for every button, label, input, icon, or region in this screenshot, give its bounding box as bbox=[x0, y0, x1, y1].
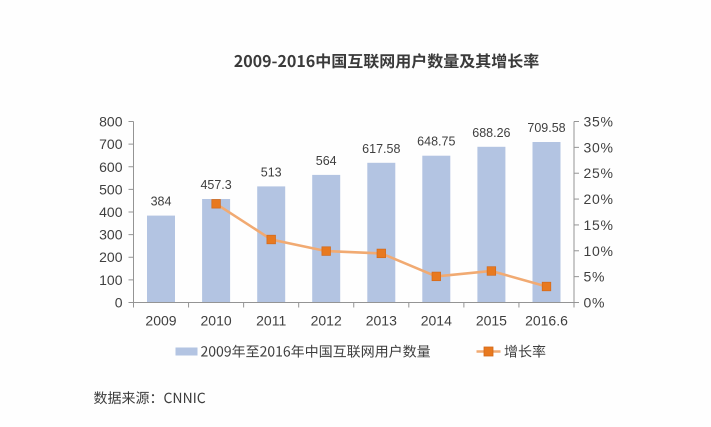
svg-text:400: 400 bbox=[99, 204, 123, 220]
svg-text:2014: 2014 bbox=[421, 313, 452, 329]
svg-text:0: 0 bbox=[115, 295, 123, 311]
svg-text:2013: 2013 bbox=[366, 313, 397, 329]
svg-text:600: 600 bbox=[99, 159, 123, 175]
svg-text:5%: 5% bbox=[584, 269, 606, 285]
svg-text:513: 513 bbox=[261, 165, 282, 179]
svg-text:200: 200 bbox=[99, 249, 123, 265]
svg-text:2012: 2012 bbox=[311, 313, 342, 329]
svg-text:100: 100 bbox=[99, 272, 123, 288]
svg-text:800: 800 bbox=[99, 114, 123, 130]
svg-text:2016.6: 2016.6 bbox=[525, 313, 568, 329]
svg-text:384: 384 bbox=[151, 195, 172, 209]
svg-text:500: 500 bbox=[99, 181, 123, 197]
svg-text:700: 700 bbox=[99, 136, 123, 152]
svg-text:564: 564 bbox=[316, 154, 337, 168]
svg-text:10%: 10% bbox=[584, 243, 614, 259]
svg-text:2010: 2010 bbox=[201, 313, 232, 329]
svg-text:30%: 30% bbox=[584, 139, 614, 155]
svg-text:2011: 2011 bbox=[256, 313, 286, 329]
svg-text:617.58: 617.58 bbox=[362, 142, 400, 156]
svg-text:15%: 15% bbox=[584, 217, 614, 233]
svg-text:300: 300 bbox=[99, 227, 123, 243]
svg-text:20%: 20% bbox=[584, 191, 614, 207]
svg-text:457.3: 457.3 bbox=[200, 178, 231, 192]
svg-text:688.26: 688.26 bbox=[472, 126, 510, 140]
svg-text:2009: 2009 bbox=[145, 313, 176, 329]
svg-text:709.58: 709.58 bbox=[527, 121, 565, 135]
svg-text:2015: 2015 bbox=[476, 313, 507, 329]
svg-text:35%: 35% bbox=[584, 114, 614, 130]
svg-text:0%: 0% bbox=[584, 295, 606, 311]
svg-text:25%: 25% bbox=[584, 165, 614, 181]
svg-text:648.75: 648.75 bbox=[417, 135, 455, 149]
